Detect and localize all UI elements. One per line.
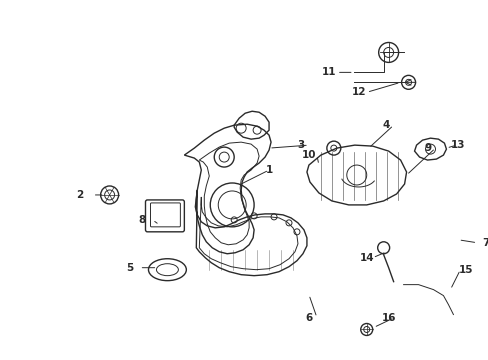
Text: 6: 6: [305, 312, 312, 323]
Text: 2: 2: [76, 190, 83, 200]
Text: 4: 4: [382, 120, 389, 130]
Text: 11: 11: [321, 67, 335, 77]
Text: 12: 12: [351, 87, 365, 97]
Text: 14: 14: [359, 253, 373, 263]
Text: 8: 8: [138, 215, 145, 225]
Text: 5: 5: [126, 263, 133, 273]
Text: 3: 3: [297, 140, 304, 150]
Text: 10: 10: [301, 150, 316, 160]
Text: 16: 16: [381, 312, 395, 323]
Text: 9: 9: [424, 143, 431, 153]
Text: 13: 13: [450, 140, 465, 150]
Text: 15: 15: [458, 265, 473, 275]
Text: 1: 1: [265, 165, 272, 175]
Text: 7: 7: [482, 238, 488, 248]
